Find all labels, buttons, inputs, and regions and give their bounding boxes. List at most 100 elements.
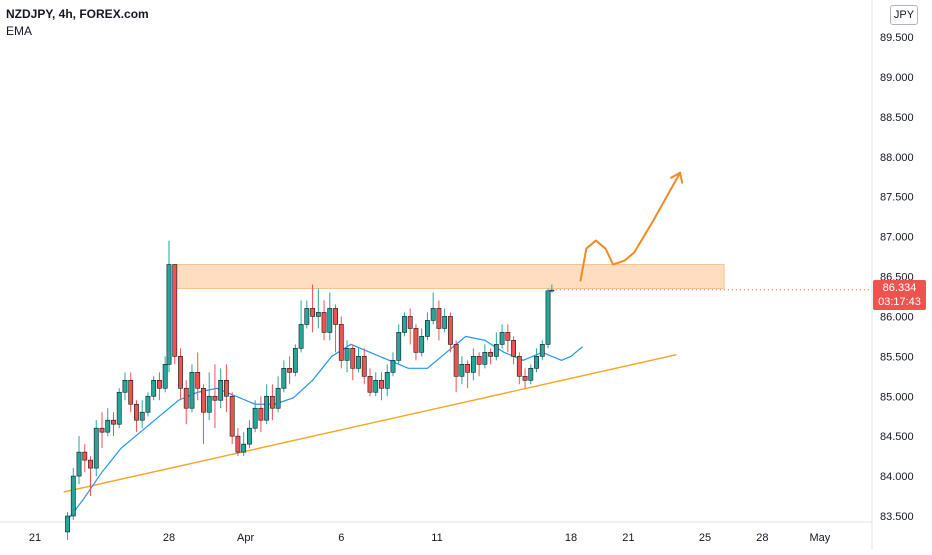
candle-body [384, 371, 390, 389]
candle-body [499, 332, 505, 345]
candle-body [528, 368, 534, 381]
time-tick-label: 28 [756, 532, 768, 544]
candle-body [315, 312, 321, 317]
candle-body [430, 308, 436, 321]
candle-body [350, 348, 356, 369]
candle-body [534, 356, 539, 369]
candle-body [178, 356, 183, 389]
candle-body [241, 443, 247, 453]
candle-body [298, 324, 304, 349]
candle-body [212, 395, 218, 401]
candle-body [258, 407, 264, 421]
candle-body [402, 316, 407, 333]
currency-badge[interactable]: JPY [890, 5, 918, 25]
price-tick-label: 89.500 [880, 32, 914, 44]
price-tick-label: 85.000 [880, 391, 914, 403]
price-tick-label: 87.500 [880, 192, 914, 204]
candle-body [333, 308, 338, 325]
candle-body [304, 308, 310, 325]
price-tick-label: 87.000 [880, 232, 914, 244]
candle-body [151, 379, 157, 397]
price-tick-label: 88.500 [880, 112, 914, 124]
candle-body [390, 360, 396, 373]
projection-arrowhead [670, 171, 684, 184]
candle-body [105, 419, 111, 433]
candle-body [407, 316, 413, 329]
candle-body [88, 459, 93, 469]
candle-body [246, 427, 252, 445]
projection-path [579, 171, 682, 282]
candle-body [183, 387, 189, 409]
candle-body [224, 379, 229, 397]
candle-body [70, 475, 76, 517]
candle-body [379, 379, 384, 389]
resistance-zone [172, 264, 725, 289]
candle-body [65, 515, 70, 533]
candle-body [373, 379, 379, 393]
ema-line [67, 335, 583, 521]
chart-legend: NZDJPY, 4h, FOREX.com EMA [6, 6, 149, 40]
candle-body [419, 336, 425, 353]
candle-body [172, 264, 178, 357]
candle-body [522, 375, 528, 381]
current-price-tag: 86.334 03:17:43 [873, 280, 926, 310]
candle-body [93, 427, 99, 469]
candle-body [447, 316, 453, 345]
time-tick-label: 28 [163, 532, 175, 544]
time-tick-label: May [809, 532, 830, 544]
candle-body [162, 364, 168, 389]
ema-indicator-label[interactable]: EMA [6, 24, 33, 38]
candle-body [470, 356, 476, 373]
candle-body [321, 312, 327, 333]
support-trendline [63, 354, 677, 493]
candle-body [482, 352, 488, 365]
candle-body [516, 356, 522, 377]
candle-body [122, 379, 128, 393]
candle-body [356, 356, 361, 369]
candle-body [99, 427, 105, 433]
price-tick-label: 85.500 [880, 351, 914, 363]
candle-body [116, 391, 122, 425]
candle-body [139, 411, 145, 421]
time-tick-label: 11 [431, 532, 442, 544]
candle-body [145, 395, 151, 413]
candle-body [264, 395, 270, 421]
candle-body [413, 328, 419, 353]
time-tick-label: 6 [338, 532, 344, 544]
price-tick-label: 84.000 [880, 471, 914, 483]
symbol-title[interactable]: NZDJPY, 4h, FOREX.com [6, 7, 149, 21]
candle-body [453, 344, 459, 377]
candle-body [281, 368, 287, 389]
candle-body [201, 387, 206, 413]
candle-body [195, 371, 201, 389]
candle-body [275, 387, 281, 409]
candle-body [82, 451, 88, 461]
price-tick-label: 84.500 [880, 431, 914, 443]
time-tick-label: 18 [565, 532, 577, 544]
candle-body [442, 316, 448, 329]
candle-body [235, 435, 241, 453]
time-tick-label: 25 [699, 532, 711, 544]
price-tick-label: 89.000 [880, 72, 914, 84]
price-tick-label: 86.000 [880, 311, 914, 323]
current-price-value: 86.334 [882, 282, 917, 294]
price-tick-label: 88.000 [880, 152, 914, 164]
candle-body [367, 375, 373, 393]
candle-body [488, 352, 494, 357]
candle-body [189, 371, 195, 409]
candle-body [338, 324, 344, 361]
candle-body [218, 379, 224, 401]
candle-body [396, 332, 402, 361]
time-tick-label: 21 [622, 532, 634, 544]
candle-body [505, 332, 511, 341]
candle-body [206, 395, 212, 413]
candle-body [287, 368, 293, 373]
bar-countdown: 03:17:43 [878, 296, 921, 308]
candle-body [539, 344, 545, 357]
candle-body [459, 364, 465, 377]
candle-body [327, 308, 333, 333]
candle-body [493, 344, 499, 357]
candle-body [134, 403, 139, 421]
